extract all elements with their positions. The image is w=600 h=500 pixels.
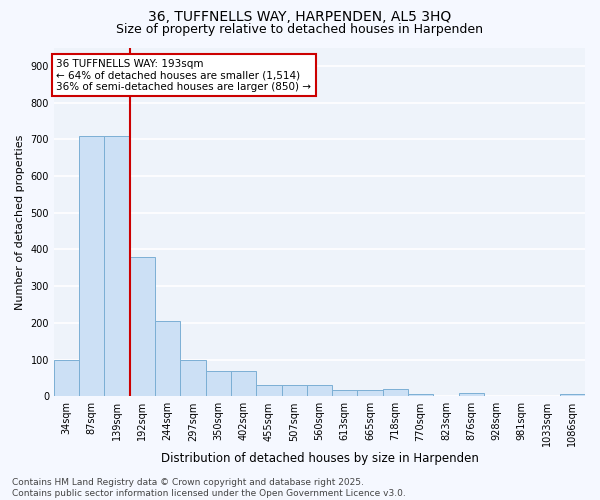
Bar: [281, 386, 307, 396]
Bar: [408, 394, 433, 396]
Bar: [130, 257, 155, 396]
Bar: [383, 389, 408, 396]
Bar: [560, 394, 585, 396]
Bar: [256, 386, 281, 396]
X-axis label: Distribution of detached houses by size in Harpenden: Distribution of detached houses by size …: [161, 452, 478, 465]
Text: Size of property relative to detached houses in Harpenden: Size of property relative to detached ho…: [116, 22, 484, 36]
Bar: [332, 390, 358, 396]
Bar: [458, 394, 484, 396]
Bar: [104, 136, 130, 396]
Text: 36, TUFFNELLS WAY, HARPENDEN, AL5 3HQ: 36, TUFFNELLS WAY, HARPENDEN, AL5 3HQ: [148, 10, 452, 24]
Bar: [54, 360, 79, 397]
Bar: [231, 370, 256, 396]
Text: Contains HM Land Registry data © Crown copyright and database right 2025.
Contai: Contains HM Land Registry data © Crown c…: [12, 478, 406, 498]
Text: 36 TUFFNELLS WAY: 193sqm
← 64% of detached houses are smaller (1,514)
36% of sem: 36 TUFFNELLS WAY: 193sqm ← 64% of detach…: [56, 58, 311, 92]
Bar: [79, 136, 104, 396]
Y-axis label: Number of detached properties: Number of detached properties: [15, 134, 25, 310]
Bar: [206, 370, 231, 396]
Bar: [307, 386, 332, 396]
Bar: [181, 360, 206, 396]
Bar: [358, 390, 383, 396]
Bar: [155, 321, 181, 396]
